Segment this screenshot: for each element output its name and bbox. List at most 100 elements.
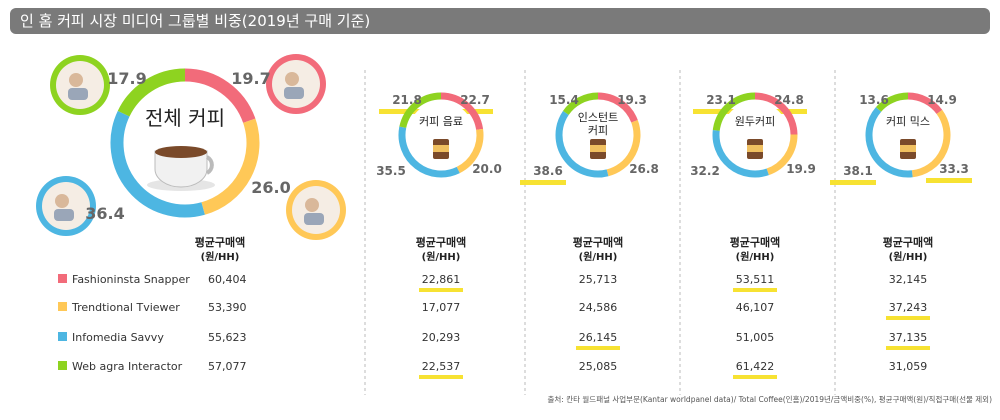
segment-value-label: 38.6 xyxy=(533,164,563,178)
avg-spend-value: 25,713 xyxy=(579,273,618,286)
avg-spend-value: 20,293 xyxy=(422,331,461,344)
avg-spend-value: 24,586 xyxy=(579,301,618,314)
metric-header: 평균구매액 xyxy=(195,235,246,249)
ring-center xyxy=(564,101,632,169)
legend-swatch xyxy=(58,274,67,283)
legend-label: Web agra Interactor xyxy=(72,360,183,373)
avg-spend-value: 31,059 xyxy=(889,360,928,373)
segment-value-label: 13.6 xyxy=(859,93,889,107)
metric-header: 평균구매액 xyxy=(883,235,934,249)
donut-segment xyxy=(555,110,609,178)
segment-value-label: 20.0 xyxy=(472,162,502,176)
highlight-bar xyxy=(926,178,972,183)
chart-title: 전체 커피 xyxy=(145,106,225,130)
metric-header: 평균구매액 xyxy=(730,235,781,249)
donut-segment xyxy=(456,128,484,174)
donut-segment xyxy=(201,118,260,215)
metric-header-unit: (원/HH) xyxy=(736,250,775,263)
coffee-cup-icon xyxy=(147,146,215,191)
value-highlight-bar xyxy=(733,288,777,292)
donut-segment xyxy=(865,107,913,178)
avg-spend-value: 53,390 xyxy=(208,301,247,314)
donut-segment xyxy=(606,120,641,177)
interactor-photo-icon xyxy=(50,55,110,115)
segment-value-label: 26.8 xyxy=(629,162,659,176)
segment-value-label: 19.7 xyxy=(231,69,270,88)
donut-segment xyxy=(398,126,460,178)
segment-value-label: 35.5 xyxy=(376,164,406,178)
avg-spend-value: 32,145 xyxy=(889,273,928,286)
segment-value-label: 33.3 xyxy=(939,162,969,176)
value-highlight-bar xyxy=(576,346,620,350)
product-icon xyxy=(900,139,916,159)
donut-segment xyxy=(117,68,186,117)
tviewer-photo-icon xyxy=(286,180,346,240)
value-highlight-bar xyxy=(419,288,463,292)
value-highlight-bar xyxy=(419,375,463,379)
segment-value-label: 19.3 xyxy=(617,93,647,107)
legend-label: Fashioninsta Snapper xyxy=(72,273,190,286)
segment-value-label: 32.2 xyxy=(690,164,720,178)
highlight-bar xyxy=(830,180,876,185)
page-title: 인 홈 커피 시장 미디어 그룹별 비중(2019년 구매 기준) xyxy=(10,8,990,34)
avg-spend-value: 17,077 xyxy=(422,301,461,314)
product-icon xyxy=(747,139,763,159)
avg-spend-value: 25,085 xyxy=(579,360,618,373)
segment-value-label: 19.9 xyxy=(786,162,816,176)
value-highlight-bar xyxy=(733,375,777,379)
product-icon xyxy=(590,139,606,159)
avg-spend-value: 22,537 xyxy=(422,360,461,373)
segment-value-label: 38.1 xyxy=(843,164,873,178)
ring-center xyxy=(874,101,942,169)
value-highlight-bar xyxy=(886,316,930,320)
avg-spend-value: 37,243 xyxy=(889,301,928,314)
metric-header-unit: (원/HH) xyxy=(889,250,928,263)
source-note: 출처: 칸타 월드패널 사업부문(Kantar worldpanel data)… xyxy=(548,394,993,404)
snapper-photo-icon xyxy=(266,54,326,114)
avg-spend-value: 26,145 xyxy=(579,331,618,344)
donut-segment xyxy=(712,129,769,178)
chart-title: 커피 음료 xyxy=(419,115,463,128)
legend-label: Trendtional Tviewer xyxy=(71,301,180,314)
chart-title: 커피 믹스 xyxy=(886,115,930,128)
avg-spend-value: 22,861 xyxy=(422,273,461,286)
avg-spend-value: 53,511 xyxy=(736,273,775,286)
metric-header-unit: (원/HH) xyxy=(422,250,461,263)
metric-header: 평균구매액 xyxy=(573,235,624,249)
segment-value-label: 23.1 xyxy=(706,93,736,107)
donut-segment xyxy=(563,92,599,115)
avg-spend-value: 60,404 xyxy=(208,273,247,286)
value-highlight-bar xyxy=(886,346,930,350)
donut-segment xyxy=(911,109,951,178)
legend-swatch xyxy=(58,332,67,341)
avg-spend-value: 57,077 xyxy=(208,360,247,373)
avg-spend-value: 55,623 xyxy=(208,331,247,344)
donut-segment xyxy=(875,92,909,112)
avg-spend-value: 46,107 xyxy=(736,301,775,314)
metric-header: 평균구매액 xyxy=(416,235,467,249)
segment-value-label: 22.7 xyxy=(460,93,490,107)
highlight-bar xyxy=(693,109,739,114)
highlight-bar xyxy=(379,109,425,114)
segment-value-label: 14.9 xyxy=(927,93,957,107)
legend-swatch xyxy=(58,302,67,311)
chart-title: 원두커피 xyxy=(735,115,775,128)
avg-spend-value: 51,005 xyxy=(736,331,775,344)
chart-title: 인스턴트 xyxy=(578,111,618,124)
metric-header-unit: (원/HH) xyxy=(201,250,240,263)
donut-segment xyxy=(110,110,205,218)
donut-segment xyxy=(597,92,638,123)
donut-segment xyxy=(184,68,256,124)
avg-spend-value: 61,422 xyxy=(736,360,775,373)
ring-center xyxy=(721,101,789,169)
metric-header-unit: (원/HH) xyxy=(579,250,618,263)
ring-center xyxy=(407,101,475,169)
segment-value-label: 24.8 xyxy=(774,93,804,107)
donut-segment xyxy=(754,92,798,135)
legend-label: Infomedia Savvy xyxy=(72,331,164,344)
segment-value-label: 17.9 xyxy=(107,69,146,88)
segment-value-label: 15.4 xyxy=(549,93,579,107)
highlight-bar xyxy=(520,180,566,185)
segment-value-label: 36.4 xyxy=(85,204,124,223)
